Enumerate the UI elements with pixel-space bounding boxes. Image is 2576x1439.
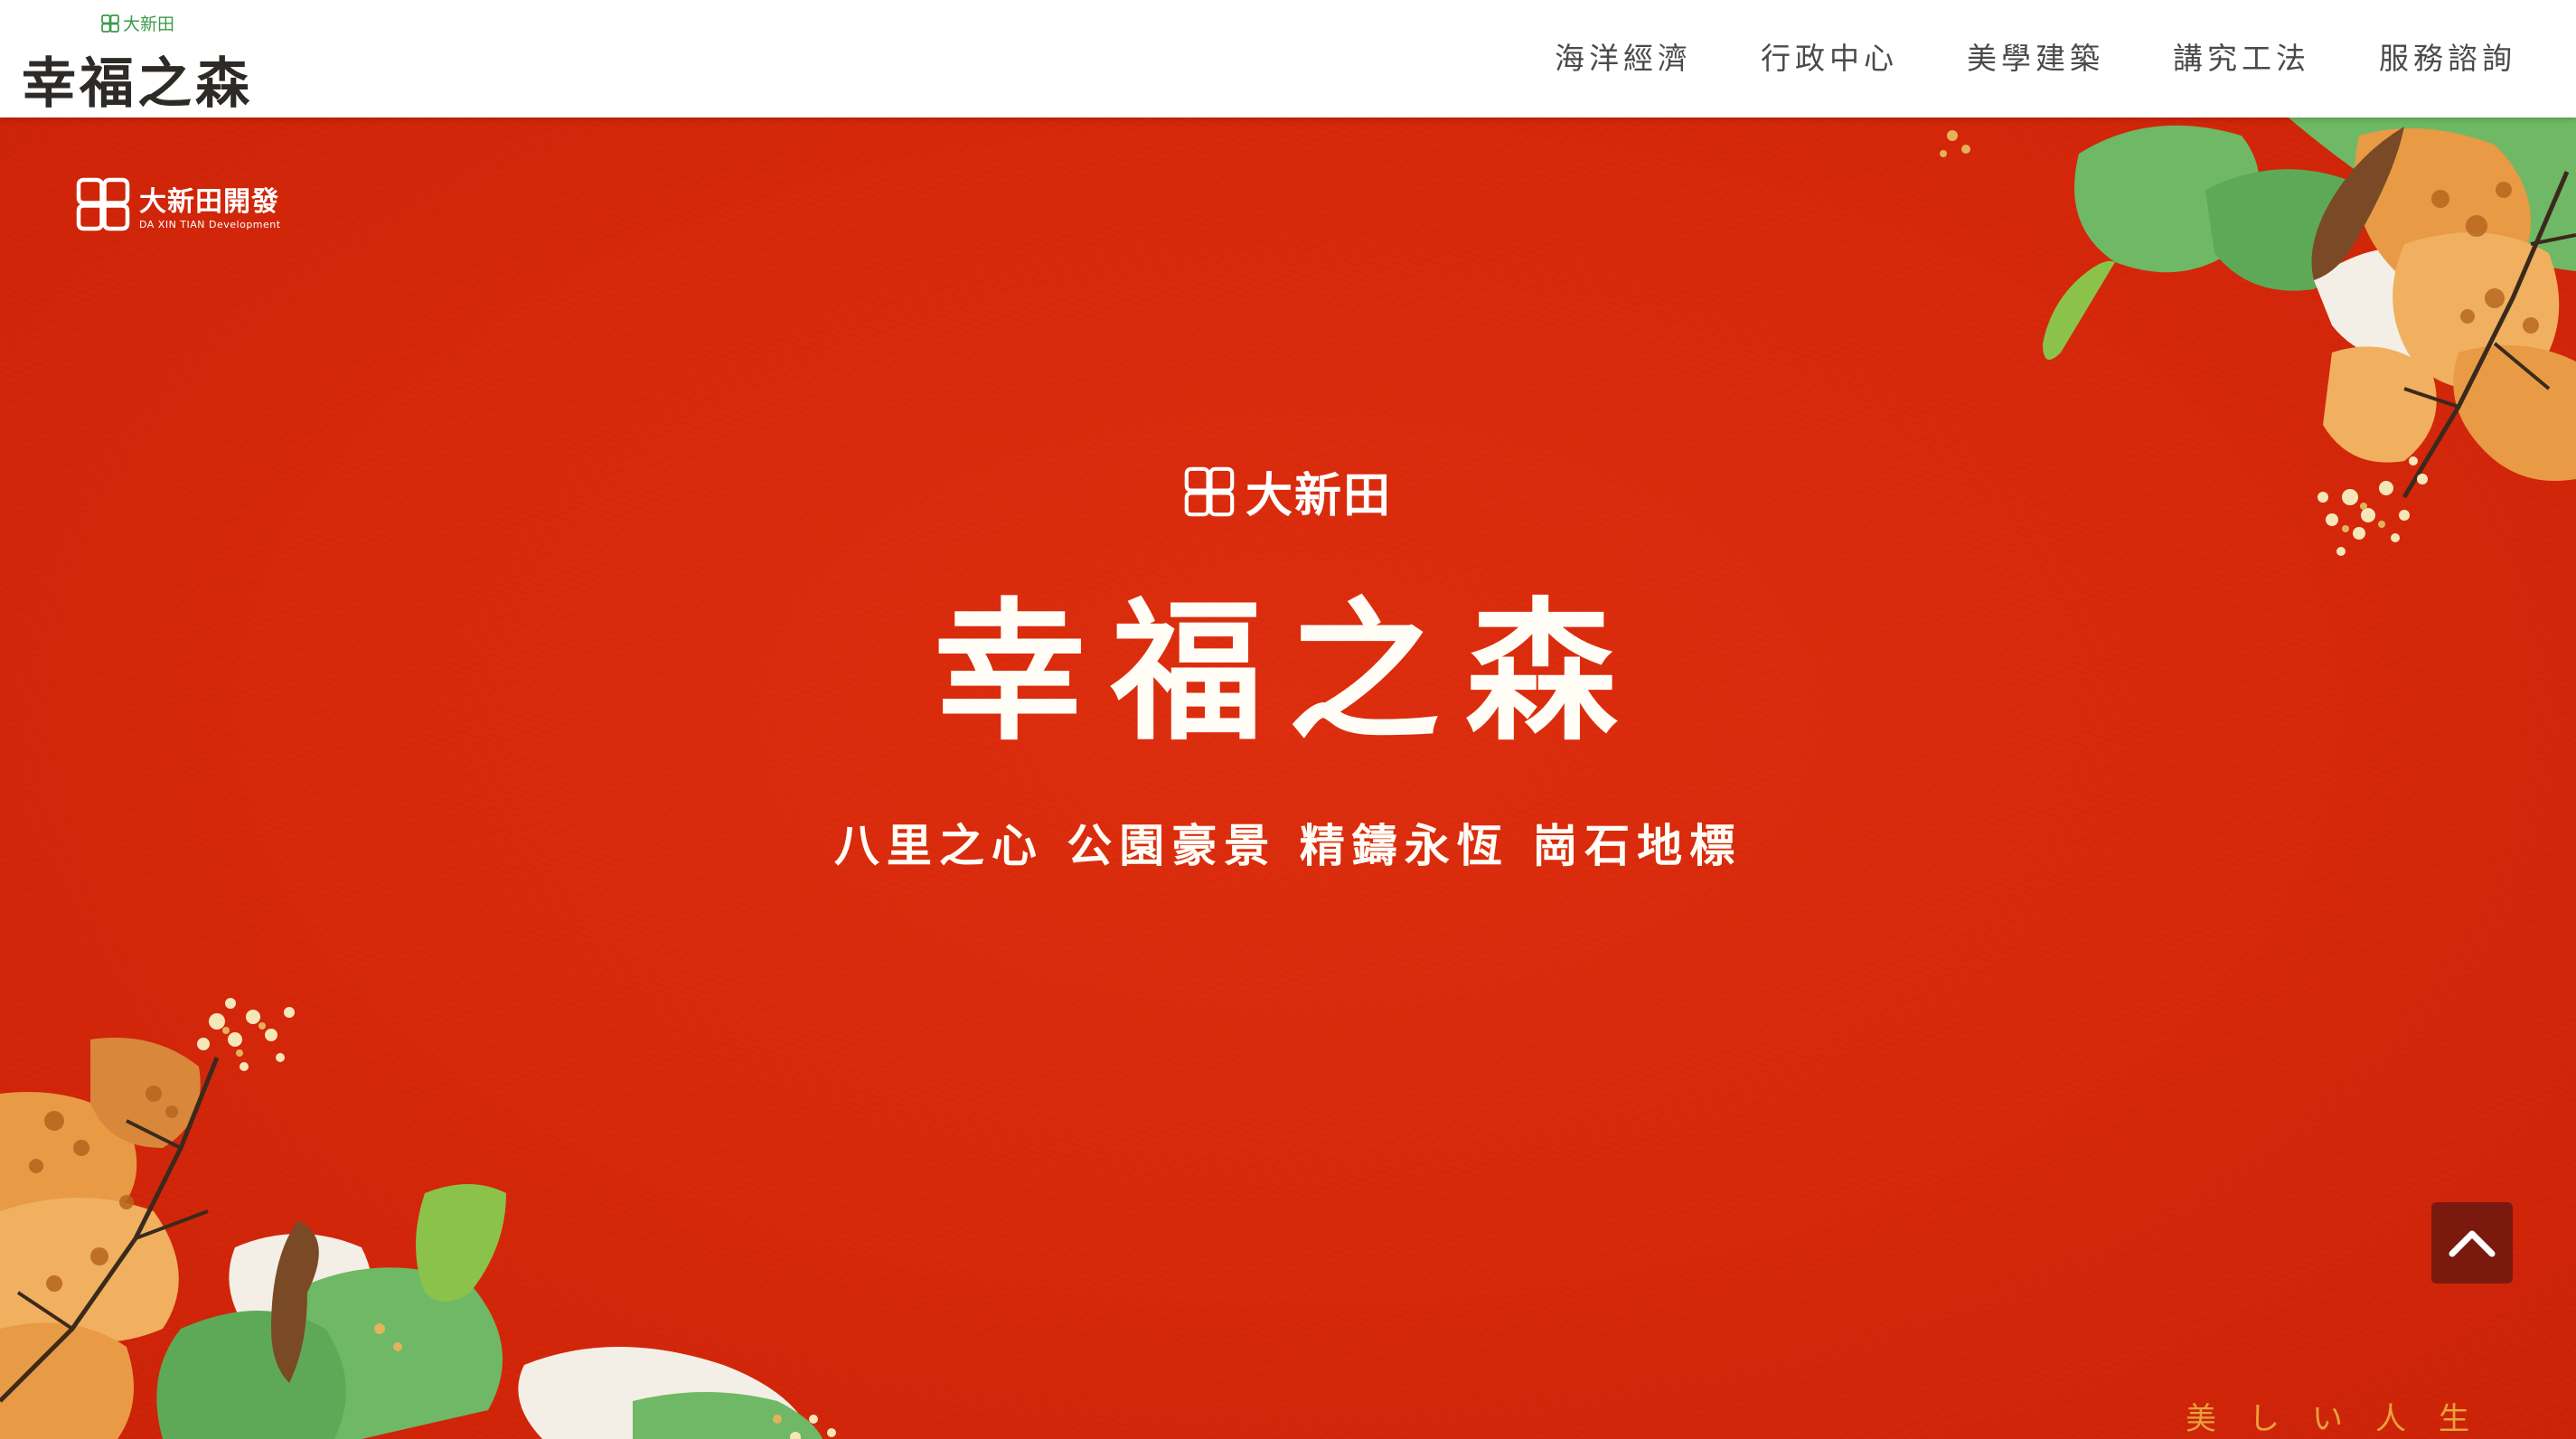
top-navbar: 大新田 幸福之森 海洋經濟 行政中心 美學建築 講究工法 服務諮詢 [0,0,2576,118]
nav-item-admin-center[interactable]: 行政中心 [1761,41,1898,76]
main-nav: 海洋經濟 行政中心 美學建築 講究工法 服務諮詢 [1555,34,2516,78]
bottom-left-floral-decoration [0,998,836,1439]
hero-subtitle: 八里之心 公園豪景 精鑄永恆 崗石地標 [833,819,1743,872]
brand-small-text: 大新田 [123,14,175,34]
tagline: 美しい人生 [2186,1401,2502,1437]
developer-name-en: DA XIN TIAN Development [139,218,281,230]
four-petal-logo-icon [1184,466,1235,516]
hero-brand-text: 大新田 [1245,469,1393,523]
nav-item-ocean-economy[interactable]: 海洋經濟 [1555,41,1692,76]
developer-logo[interactable]: 大新田開發 DA XIN TIAN Development [76,177,281,231]
nav-item-aesthetic-architecture[interactable]: 美學建築 [1967,41,2104,76]
hero-title: 幸福之森 [934,582,1642,761]
back-to-top-button[interactable] [2431,1202,2513,1284]
hero-brand: 大新田 [1184,457,1392,525]
brand-title: 幸福之森 [22,52,253,116]
brand-small-label: 大新田 [101,11,174,35]
chevron-up-icon [2449,1230,2496,1257]
developer-logo-text: 大新田開發 DA XIN TIAN Development [139,179,281,230]
top-right-floral-decoration [1940,118,2576,556]
four-petal-logo-icon [76,177,130,231]
nav-item-service-inquiry[interactable]: 服務諮詢 [2379,41,2516,76]
hero-banner: 大新田開發 DA XIN TIAN Development 大新田 幸福之森 八… [0,118,2576,1439]
developer-name-zh: 大新田開發 [139,185,279,218]
four-petal-logo-icon [101,14,119,33]
nav-item-construction-method[interactable]: 講究工法 [2173,41,2310,76]
